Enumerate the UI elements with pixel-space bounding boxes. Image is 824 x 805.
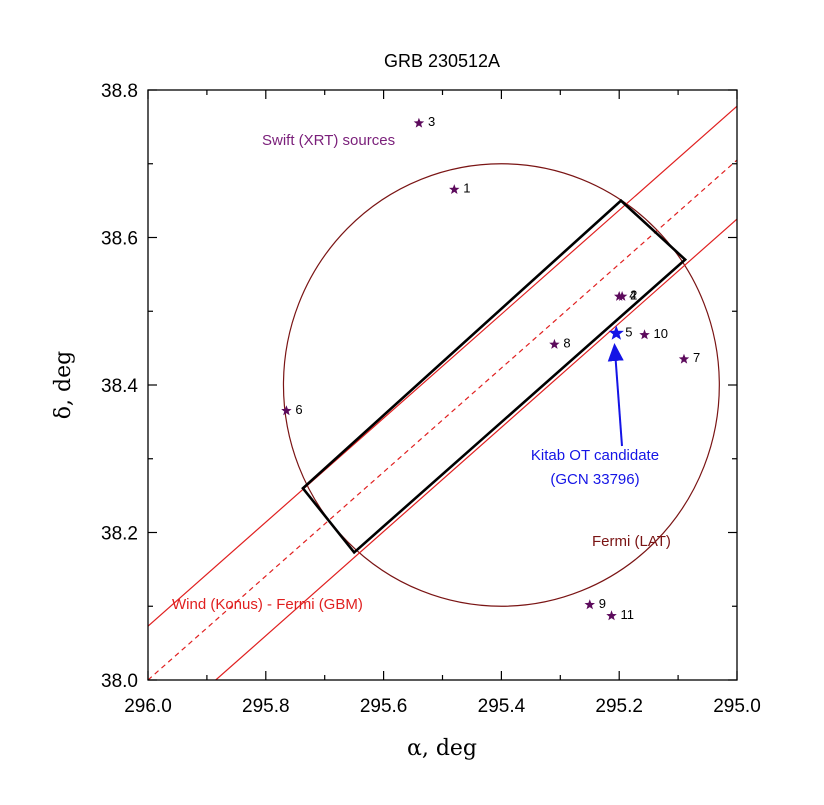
plot-frame bbox=[147, 89, 738, 681]
y-tick-label: 38.0 bbox=[101, 671, 138, 692]
source-marker bbox=[606, 610, 617, 621]
y-tick-label: 38.8 bbox=[101, 81, 138, 102]
fermi-lat-circle bbox=[282, 163, 720, 607]
source-label: 10 bbox=[654, 326, 668, 341]
axis-ticks bbox=[147, 89, 738, 681]
y-axis-title: δ, deg bbox=[51, 351, 76, 419]
kitab-label-line1: Kitab OT candidate bbox=[531, 447, 659, 464]
y-tick-label: 38.2 bbox=[101, 524, 138, 545]
source-label: 3 bbox=[428, 114, 435, 129]
source-label: 6 bbox=[295, 402, 302, 417]
konus-gbm-label: Wind (Konus) - Fermi (GBM) bbox=[172, 596, 363, 613]
source-marker bbox=[639, 329, 650, 340]
tick-labels: 296.0 295.8 295.6 295.4 295.2 295.038.038.238… bbox=[101, 81, 761, 717]
source-label: 11 bbox=[621, 607, 635, 622]
kitab-label-line2: (GCN 33796) bbox=[550, 471, 639, 488]
swift-sources-label: Swift (XRT) sources bbox=[262, 132, 395, 149]
source-marker bbox=[678, 353, 690, 364]
source-marker bbox=[449, 184, 460, 194]
kitab-ot-marker bbox=[608, 325, 624, 340]
fermi-lat-label: Fermi (LAT) bbox=[592, 533, 671, 550]
plot-regions bbox=[148, 105, 737, 680]
source-label: 5 bbox=[625, 324, 632, 339]
x-axis-title: α, deg bbox=[407, 736, 477, 761]
source-marker bbox=[614, 291, 625, 301]
source-label: 9 bbox=[599, 596, 606, 611]
error-box bbox=[301, 198, 688, 555]
x-tick-label: 296.0 bbox=[124, 696, 172, 717]
x-tick-label: 295.8 bbox=[242, 696, 290, 717]
kitab-arrow bbox=[607, 343, 624, 447]
data-points: 1 2 3 4 5 6 7 8 9 10 11 bbox=[281, 114, 700, 622]
source-marker bbox=[413, 117, 425, 128]
chart-title: GRB 230512A bbox=[384, 51, 500, 71]
x-tick-label: 295.6 bbox=[360, 696, 408, 717]
source-marker bbox=[584, 599, 595, 610]
x-tick-label: 295.2 bbox=[595, 696, 643, 717]
source-label: 1 bbox=[463, 181, 470, 196]
source-marker bbox=[549, 338, 560, 349]
source-marker bbox=[281, 405, 292, 416]
ipn-upper-line bbox=[148, 105, 737, 627]
source-label: 4 bbox=[629, 288, 636, 303]
source-label: 7 bbox=[693, 350, 700, 365]
x-tick-label: 295.0 bbox=[713, 696, 761, 717]
y-tick-label: 38.6 bbox=[101, 229, 138, 250]
source-label: 8 bbox=[563, 335, 570, 350]
ipn-lower-line bbox=[215, 218, 737, 680]
y-tick-label: 38.4 bbox=[101, 376, 138, 397]
source-label: 2 bbox=[630, 288, 637, 303]
ipn-center-line bbox=[148, 159, 737, 680]
x-tick-label: 295.4 bbox=[478, 696, 526, 717]
